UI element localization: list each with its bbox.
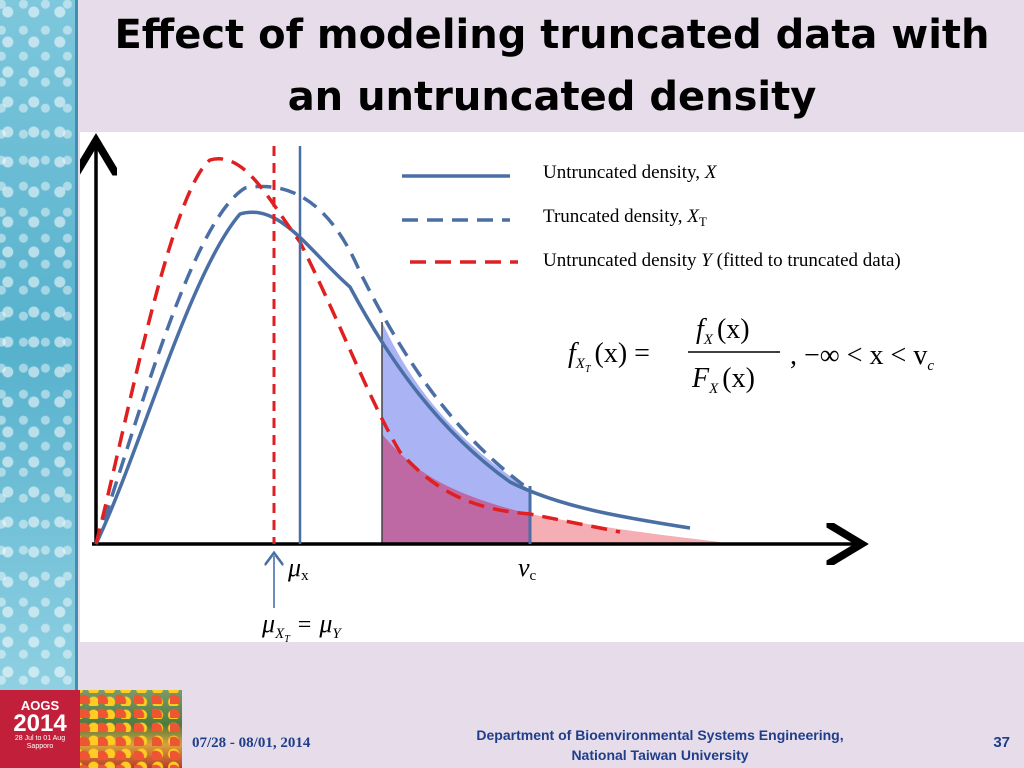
fitted-density-y-curve [94, 157, 621, 545]
red-tail-fill [530, 514, 720, 544]
page-number: 37 [993, 734, 1010, 751]
slide-title: Effect of modeling truncated data with a… [114, 12, 990, 120]
svg-text:FX(x): FX (x) [691, 363, 755, 397]
truncated-density-formula: fXT(x) = fX (x) FX (x) , −∞ < x < vc [568, 314, 934, 397]
mean-equality-label: μXT= μY [261, 609, 342, 642]
footer-dept-line1: Department of Bioenvironmental Systems E… [476, 727, 844, 743]
decorative-water-strip [0, 0, 78, 690]
figure-panel: μx vc μXT= μY Untruncated density, X Trun… [80, 132, 1024, 642]
footer-date: 07/28 - 08/01, 2014 [192, 735, 311, 751]
legend-label-untruncated-x: Untruncated density, X [543, 162, 718, 183]
truncated-density-xt-curve [94, 184, 532, 545]
vc-label: vc [518, 553, 537, 584]
svg-text:fX(x): fX (x) [696, 314, 750, 348]
svg-text:fXT(x) =: fXT(x) = [568, 338, 650, 375]
legend: Untruncated density, X Truncated density… [402, 162, 901, 271]
overlap-area-fill [382, 434, 530, 544]
svg-text:, −∞ < x < vc: , −∞ < x < vc [790, 340, 934, 374]
density-diagram: μx vc μXT= μY Untruncated density, X Trun… [80, 132, 934, 642]
footer-flower-photo [80, 690, 182, 768]
footer-dept-line2: National Taiwan University [571, 747, 749, 763]
untruncated-density-x-curve [94, 210, 691, 545]
aogs-logo: AOGS 2014 28 Jul to 01 Aug Sapporo [0, 690, 80, 768]
footer-department: Department of Bioenvironmental Systems E… [420, 725, 900, 765]
legend-label-truncated-xt: Truncated density, XT [543, 206, 707, 229]
legend-label-fitted-y: Untruncated density Y (fitted to truncat… [543, 250, 901, 271]
mu-x-label: μx [287, 553, 309, 584]
